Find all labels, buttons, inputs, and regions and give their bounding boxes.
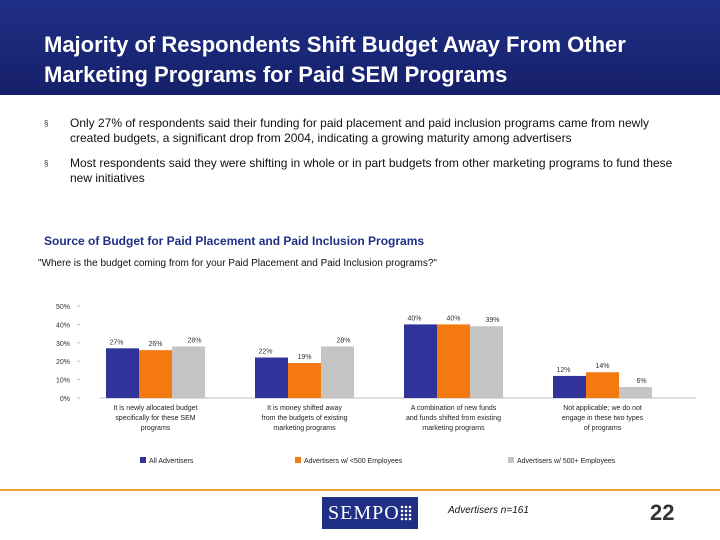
category-label: of programs	[584, 425, 622, 432]
category-label: It is newly allocated budget	[113, 405, 197, 412]
sempo-logo: SEMPO	[322, 497, 418, 529]
bullet-icon: §	[44, 159, 49, 168]
data-label: 40%	[407, 315, 421, 322]
category-label: from the budgets of existing	[262, 415, 348, 422]
page-number: 22	[650, 500, 675, 525]
data-label: 27%	[109, 339, 123, 346]
bar	[255, 357, 288, 398]
data-label: 14%	[595, 363, 609, 370]
bar	[288, 363, 321, 398]
y-tick-label: 40%	[56, 322, 70, 329]
data-label: 26%	[148, 341, 162, 348]
bar	[553, 375, 586, 398]
category-label: marketing programs	[273, 425, 336, 432]
bar	[321, 346, 354, 398]
data-label: 6%	[636, 378, 646, 385]
category-label: A combination of new funds	[411, 405, 497, 412]
data-label: 28%	[336, 337, 350, 344]
bar-chart: 0% 10% 20% 30% 40% 50% 27% 26% 28% It is newly al…	[56, 304, 696, 465]
bullet-list: § Only 27% of respondents said their fun…	[44, 116, 684, 196]
logo-dots-icon	[400, 505, 412, 521]
data-label: 40%	[446, 315, 460, 322]
category-label: engage in these two types	[562, 415, 644, 422]
bar	[619, 386, 652, 398]
chart-section-title: Source of Budget for Paid Placement and …	[44, 234, 425, 248]
category-label: programs	[141, 425, 171, 432]
y-tick-label: 50%	[56, 304, 70, 311]
bullet-text: Only 27% of respondents said their fundi…	[70, 116, 649, 145]
category-label: specifically for these SEM	[115, 415, 195, 422]
legend-label: Advertisers w/ <500 Employees	[304, 458, 403, 465]
bar	[437, 324, 470, 398]
bar	[586, 372, 619, 398]
data-label: 19%	[297, 354, 311, 361]
bullet-item: § Most respondents said they were shifti…	[44, 156, 684, 186]
legend-swatch	[140, 457, 146, 463]
y-tick-label: 10%	[56, 378, 70, 385]
category-label: Not applicable; we do not	[563, 405, 642, 412]
data-label: 22%	[258, 349, 272, 356]
data-label: 39%	[485, 317, 499, 324]
y-tick-label: 30%	[56, 341, 70, 348]
category-label: marketing programs	[422, 425, 485, 432]
legend-swatch	[508, 457, 514, 463]
bullet-text: Most respondents said they were shifting…	[70, 156, 673, 185]
data-label: 28%	[187, 337, 201, 344]
bar	[404, 324, 437, 398]
legend-label: All Advertisers	[149, 458, 194, 465]
title-banner: Majority of Respondents Shift Budget Awa…	[0, 0, 720, 95]
category-label: It is money shifted away	[267, 405, 342, 412]
bar	[470, 326, 503, 398]
data-label: 12%	[556, 367, 570, 374]
y-tick-label: 20%	[56, 359, 70, 366]
logo-text: SEMPO	[328, 502, 400, 524]
y-tick-label: 0%	[60, 396, 70, 403]
bar	[106, 348, 139, 398]
survey-question: "Where is the budget coming from for you…	[38, 258, 437, 269]
legend-label: Advertisers w/ 500+ Employees	[517, 458, 616, 465]
bar	[172, 346, 205, 398]
footer-divider	[0, 489, 720, 491]
bar	[139, 350, 172, 398]
legend-swatch	[295, 457, 301, 463]
slide-title: Majority of Respondents Shift Budget Awa…	[44, 32, 626, 87]
bullet-item: § Only 27% of respondents said their fun…	[44, 116, 684, 146]
bullet-icon: §	[44, 119, 49, 128]
sample-size-note: Advertisers n=161	[448, 505, 529, 516]
category-label: and funds shifted from existing	[406, 415, 501, 422]
